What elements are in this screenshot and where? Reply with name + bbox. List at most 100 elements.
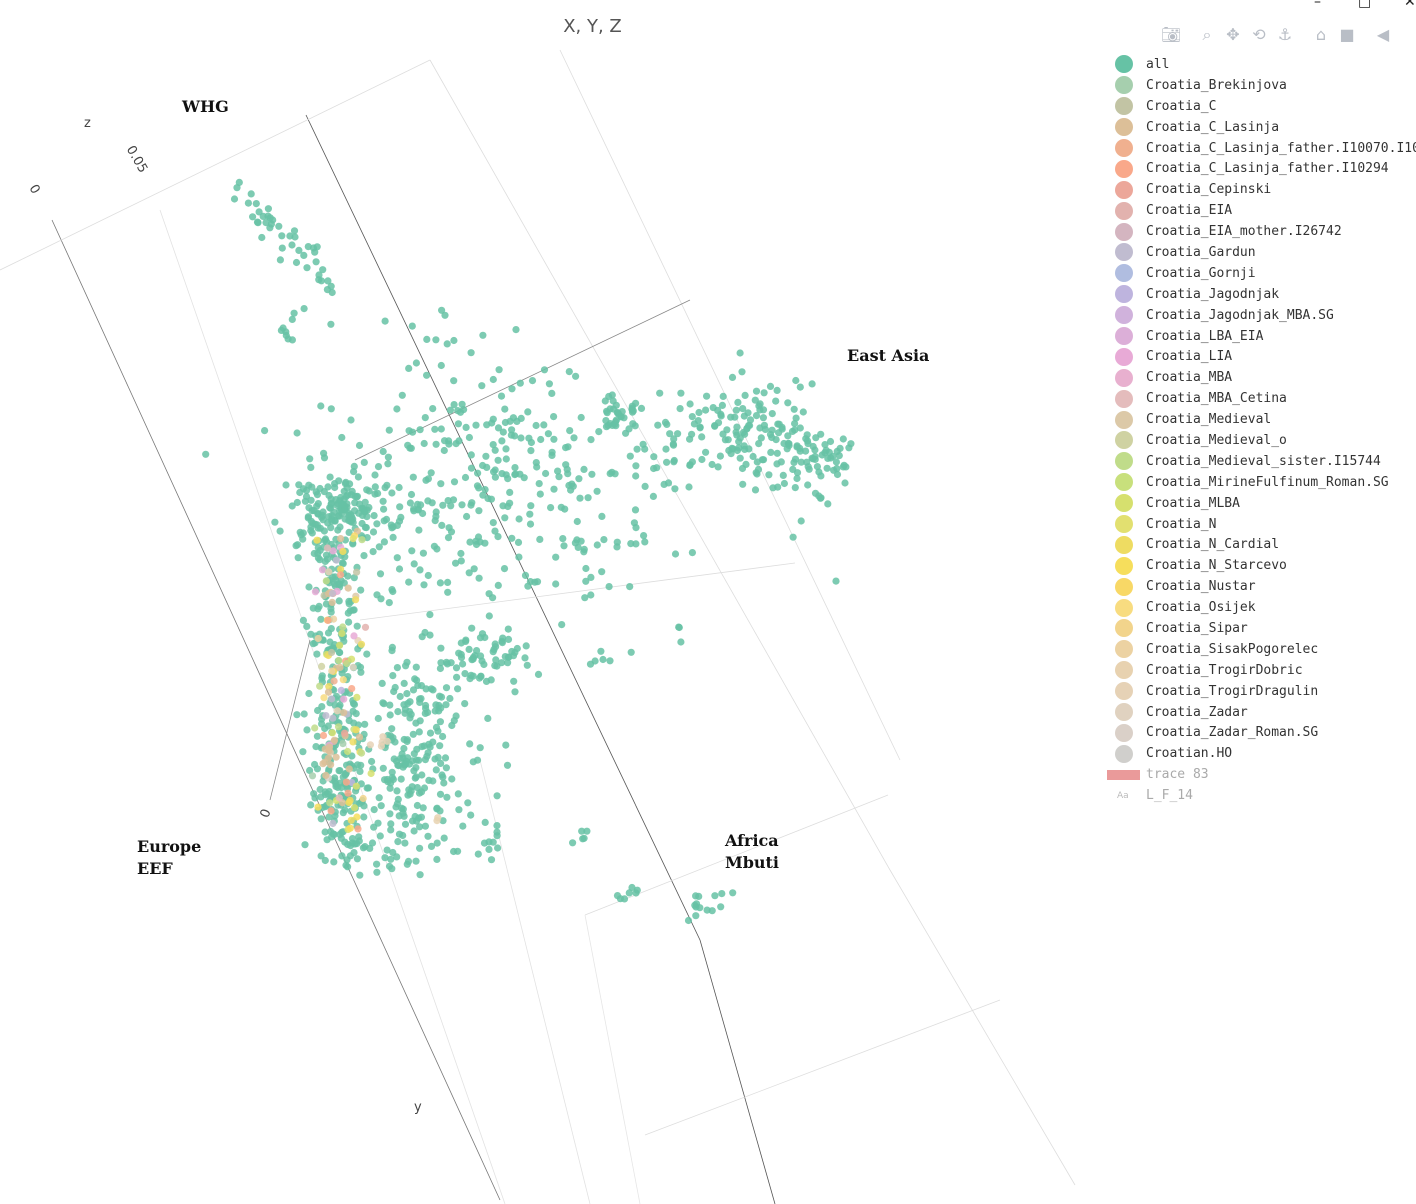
- turntable-icon[interactable]: ⚓︎: [1277, 25, 1293, 44]
- pan-icon[interactable]: ✥: [1226, 25, 1240, 44]
- legend-item[interactable]: Croatia_C: [1106, 96, 1416, 117]
- data-point: [718, 890, 726, 898]
- data-point: [481, 818, 489, 827]
- legend-item[interactable]: Croatia_TrogirDragulin: [1106, 681, 1416, 702]
- legend-marker: [1115, 473, 1133, 492]
- data-point: [371, 483, 379, 491]
- legend-item[interactable]: Croatia_MLBA: [1106, 493, 1416, 514]
- legend-marker: [1115, 285, 1133, 304]
- legend-item[interactable]: Croatia_TrogirDobric: [1106, 660, 1416, 681]
- data-point: [482, 452, 490, 460]
- legend-item[interactable]: Croatia_N_Starcevo: [1106, 555, 1416, 576]
- legend-item[interactable]: Croatia_Cepinski: [1106, 179, 1416, 200]
- data-point: [440, 779, 448, 787]
- legend-item[interactable]: Croatia_N: [1106, 514, 1416, 535]
- grid-line: [0, 59, 431, 271]
- zoom-icon[interactable]: ⌕: [1202, 25, 1212, 44]
- legend-item[interactable]: Croatia_Sipar: [1106, 618, 1416, 639]
- legend-item[interactable]: Croatia_EIA_mother.I26742: [1106, 221, 1416, 242]
- legend-item[interactable]: Croatia_Medieval: [1106, 409, 1416, 430]
- legend-item[interactable]: Croatia_C_Lasinja_father.I10070.I10074: [1106, 138, 1416, 159]
- legend-item[interactable]: Croatia_Zadar_Roman.SG: [1106, 723, 1416, 744]
- data-point: [327, 608, 335, 616]
- data-point: [303, 622, 311, 631]
- legend-item[interactable]: Croatian.HO: [1106, 743, 1416, 764]
- legend-label: Croatia_Jagodnjak: [1146, 286, 1280, 302]
- legend-item[interactable]: Croatia_LBA_EIA: [1106, 326, 1416, 347]
- data-point: [419, 549, 427, 557]
- data-point: [768, 410, 776, 418]
- data-point: [514, 538, 523, 547]
- data-point: [487, 495, 495, 503]
- legend-item[interactable]: Croatia_LIA: [1106, 346, 1416, 367]
- data-point: [436, 718, 444, 726]
- legend-item[interactable]: Croatia_N_Cardial: [1106, 534, 1416, 555]
- data-point: [515, 553, 523, 561]
- data-point: [370, 511, 378, 520]
- legend-label: Croatia_LIA: [1146, 349, 1233, 365]
- data-point: [307, 523, 315, 531]
- data-point: [817, 472, 825, 480]
- legend-item[interactable]: Croatia_Osijek: [1106, 597, 1416, 618]
- video-icon[interactable]: ■: [1339, 25, 1355, 44]
- maximize-icon[interactable]: □: [1358, 0, 1372, 10]
- legend-item[interactable]: Croatia_SisakPogorelec: [1106, 639, 1416, 660]
- data-point: [450, 478, 459, 486]
- legend-marker: [1115, 139, 1133, 157]
- home-icon[interactable]: ⌂: [1315, 25, 1327, 44]
- camera-icon[interactable]: 📷︎: [1160, 25, 1182, 44]
- legend-item[interactable]: Croatia_Nustar: [1106, 576, 1416, 597]
- data-point: [339, 500, 347, 508]
- legend-item[interactable]: Croatia_MBA: [1106, 367, 1416, 388]
- legend-item[interactable]: trace 83: [1106, 764, 1416, 785]
- data-point: [249, 213, 257, 221]
- legend-item[interactable]: Croatia_Medieval_o: [1106, 430, 1416, 451]
- legend-item[interactable]: Croatia_C_Lasinja_father.I10294: [1106, 158, 1416, 179]
- legend-item[interactable]: Croatia_Brekinjova: [1106, 75, 1416, 96]
- data-point: [202, 450, 210, 458]
- data-point: [340, 695, 348, 703]
- legend-item[interactable]: Croatia_EIA: [1106, 200, 1416, 221]
- legend-item[interactable]: Croatia_Gornji: [1106, 263, 1416, 284]
- data-point: [626, 583, 634, 591]
- data-point: [467, 349, 475, 357]
- legend-item[interactable]: Croatia_Jagodnjak: [1106, 284, 1416, 305]
- data-point: [427, 469, 435, 477]
- legend-item[interactable]: Croatia_MBA_Cetina: [1106, 388, 1416, 409]
- minimize-icon[interactable]: –: [1314, 0, 1321, 10]
- data-point: [666, 430, 674, 438]
- legend-item[interactable]: Croatia_Jagodnjak_MBA.SG: [1106, 305, 1416, 326]
- data-point: [340, 709, 348, 717]
- legend-item[interactable]: Croatia_MirineFulfinum_Roman.SG: [1106, 472, 1416, 493]
- data-point: [454, 685, 462, 693]
- data-point: [305, 689, 313, 698]
- legend-item[interactable]: Croatia_Zadar: [1106, 702, 1416, 723]
- data-point: [751, 486, 760, 494]
- legend-item[interactable]: Aa L_F_14: [1106, 785, 1416, 806]
- data-point: [439, 773, 447, 781]
- legend-item[interactable]: all: [1106, 54, 1416, 75]
- data-point: [345, 618, 353, 626]
- data-point: [457, 549, 465, 558]
- tag-icon[interactable]: ◀: [1376, 25, 1390, 44]
- legend-item[interactable]: Croatia_Medieval_sister.I15744: [1106, 451, 1416, 472]
- data-point: [797, 517, 805, 525]
- data-point: [450, 847, 458, 856]
- data-point: [450, 401, 458, 409]
- legend-item[interactable]: Croatia_Gardun: [1106, 242, 1416, 263]
- data-point: [840, 461, 848, 469]
- grid-line: [699, 939, 776, 1204]
- data-point: [349, 699, 358, 708]
- orbit-icon[interactable]: ⟲: [1252, 25, 1266, 44]
- data-point: [385, 599, 393, 607]
- data-point: [339, 676, 347, 684]
- data-point: [339, 547, 347, 556]
- data-point: [381, 317, 389, 325]
- data-point: [316, 682, 324, 690]
- legend-item[interactable]: Croatia_C_Lasinja: [1106, 117, 1416, 138]
- data-point: [504, 625, 512, 633]
- scatter-3d-plot[interactable]: [0, 0, 1100, 1204]
- data-point: [337, 535, 345, 543]
- close-icon[interactable]: ✕: [1404, 0, 1416, 10]
- data-point: [675, 623, 683, 631]
